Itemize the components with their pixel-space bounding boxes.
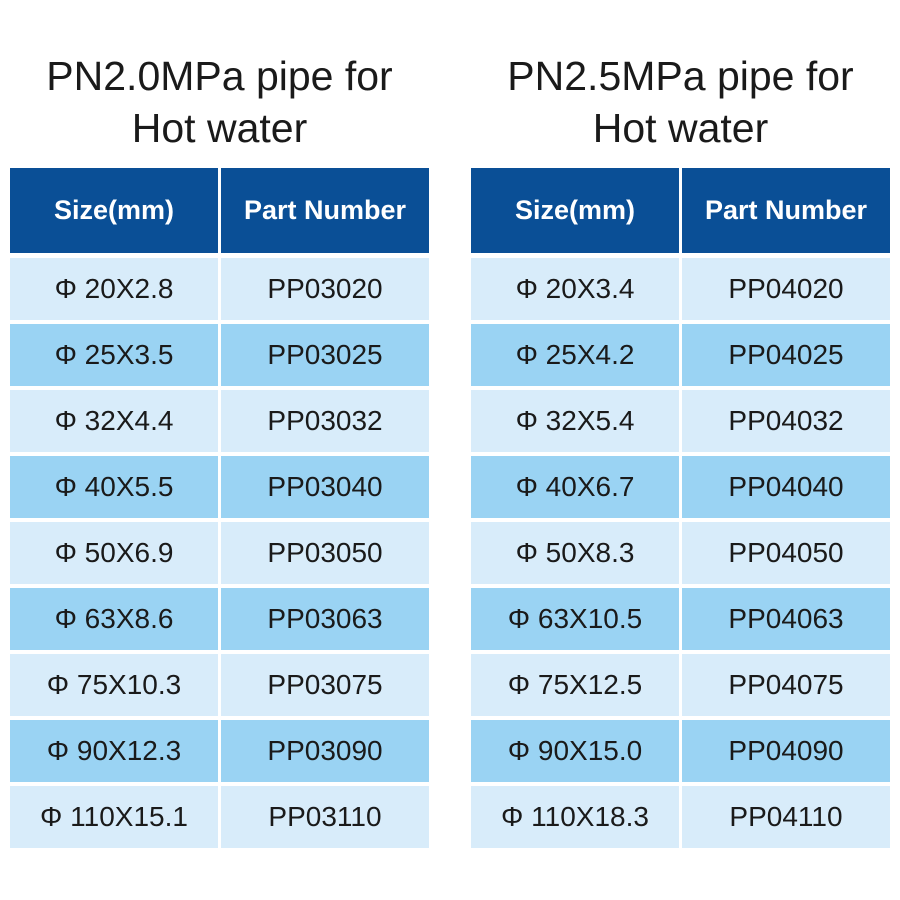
- table-title: PN2.0MPa pipe for Hot water: [46, 53, 393, 151]
- size-cell: Φ 63X8.6: [10, 588, 218, 650]
- part-number-cell: PP04090: [682, 720, 890, 782]
- size-cell: Φ 110X15.1: [10, 786, 218, 848]
- size-cell: Φ 63X10.5: [471, 588, 679, 650]
- part-number-cell: PP04110: [682, 786, 890, 848]
- size-cell: Φ 20X3.4: [471, 258, 679, 320]
- size-cell: Φ 50X6.9: [10, 522, 218, 584]
- part-number-cell: PP03040: [221, 456, 429, 518]
- size-cell: Φ 50X8.3: [471, 522, 679, 584]
- column-header: Size(mm): [10, 168, 218, 253]
- size-cell: Φ 25X4.2: [471, 324, 679, 386]
- part-number-cell: PP04063: [682, 588, 890, 650]
- part-number-cell: PP04050: [682, 522, 890, 584]
- spec-table: Size(mm) Part Number Φ 20X3.4 PP04020 Φ 25X4…: [471, 168, 890, 848]
- column-header: Part Number: [682, 168, 890, 253]
- size-cell: Φ 90X12.3: [10, 720, 218, 782]
- part-number-cell: PP03090: [221, 720, 429, 782]
- column-header: Part Number: [221, 168, 429, 253]
- part-number-cell: PP04040: [682, 456, 890, 518]
- part-number-cell: PP03020: [221, 258, 429, 320]
- part-number-cell: PP04075: [682, 654, 890, 716]
- size-cell: Φ 32X4.4: [10, 390, 218, 452]
- size-cell: Φ 75X12.5: [471, 654, 679, 716]
- part-number-cell: PP03032: [221, 390, 429, 452]
- size-cell: Φ 20X2.8: [10, 258, 218, 320]
- size-cell: Φ 110X18.3: [471, 786, 679, 848]
- size-cell: Φ 40X5.5: [10, 456, 218, 518]
- part-number-cell: PP03075: [221, 654, 429, 716]
- table-title: PN2.5MPa pipe for Hot water: [507, 53, 854, 151]
- spec-table: Size(mm) Part Number Φ 20X2.8 PP03020 Φ 25X3…: [10, 168, 429, 848]
- part-number-cell: PP03025: [221, 324, 429, 386]
- size-cell: Φ 40X6.7: [471, 456, 679, 518]
- part-number-cell: PP03050: [221, 522, 429, 584]
- part-number-cell: PP04020: [682, 258, 890, 320]
- column-header: Size(mm): [471, 168, 679, 253]
- size-cell: Φ 25X3.5: [10, 324, 218, 386]
- size-cell: Φ 75X10.3: [10, 654, 218, 716]
- size-cell: Φ 90X15.0: [471, 720, 679, 782]
- part-number-cell: PP03110: [221, 786, 429, 848]
- part-number-cell: PP03063: [221, 588, 429, 650]
- size-cell: Φ 32X5.4: [471, 390, 679, 452]
- part-number-cell: PP04032: [682, 390, 890, 452]
- part-number-cell: PP04025: [682, 324, 890, 386]
